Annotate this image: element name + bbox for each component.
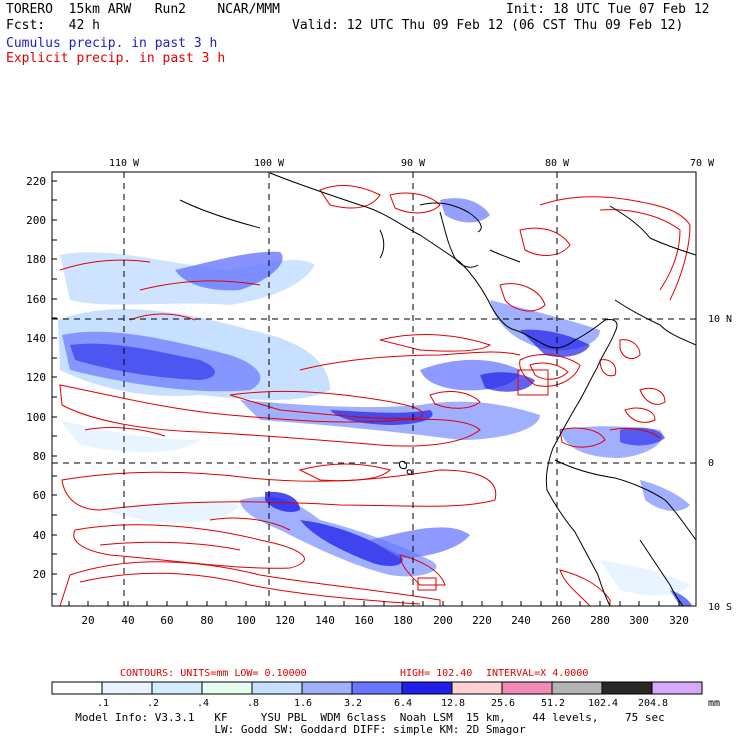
map-frame xyxy=(51,171,697,607)
y-tick-label: 120 xyxy=(26,371,46,384)
colorbar-label: .4 xyxy=(197,698,209,709)
legend-explicit: Explicit precip. in past 3 h xyxy=(6,51,226,66)
contour-interval-label: INTERVAL=X 4.0000 xyxy=(486,668,588,679)
lon-label-70w: 70 W xyxy=(690,158,715,169)
lat-label-10n: 10 N xyxy=(708,314,732,325)
colorbar-swatch xyxy=(301,681,353,695)
x-tick-label: 160 xyxy=(354,614,374,627)
x-tick-label: 240 xyxy=(511,614,531,627)
colorbar-label: .8 xyxy=(247,698,259,709)
x-tick-label: 40 xyxy=(121,614,134,627)
x-tick-label: 140 xyxy=(315,614,335,627)
colorbar-label: 12.8 xyxy=(441,698,465,709)
cumulus-precip-shading xyxy=(58,198,692,606)
colorbar-swatch xyxy=(351,681,403,695)
model-title: TORERO 15km ARW Run2 NCAR/MMM xyxy=(6,2,280,17)
colorbar-label: 51.2 xyxy=(541,698,565,709)
legend-cumulus: Cumulus precip. in past 3 h xyxy=(6,36,218,51)
lon-label-110w: 110 W xyxy=(109,158,140,169)
model-info-line2: LW: Godd SW: Goddard DIFF: simple KM: 2D… xyxy=(214,723,526,736)
colorbar-swatch xyxy=(451,681,503,695)
x-tick-label: 180 xyxy=(393,614,413,627)
lon-label-80w: 80 W xyxy=(545,158,570,169)
y-tick-label: 140 xyxy=(26,332,46,345)
colorbar-swatch xyxy=(501,681,553,695)
x-tick-label: 120 xyxy=(275,614,295,627)
x-tick-label: 20 xyxy=(81,614,94,627)
valid-time: Valid: 12 UTC Thu 09 Feb 12 (06 CST Thu … xyxy=(292,18,684,33)
x-tick-label: 220 xyxy=(472,614,492,627)
colorbar-swatch xyxy=(51,681,103,695)
colorbar-swatch xyxy=(151,681,203,695)
colorbar-label: 3.2 xyxy=(344,698,362,709)
y-tick-label: 20 xyxy=(33,568,46,581)
x-tick-label: 280 xyxy=(590,614,610,627)
contour-units-label: CONTOURS: UNITS=mm LOW= 0.10000 xyxy=(120,668,307,679)
colorbar-swatch xyxy=(401,681,453,695)
colorbar-swatch xyxy=(551,681,603,695)
y-tick-label: 160 xyxy=(26,293,46,306)
lat-label-10s: 10 S xyxy=(708,602,732,613)
colorbar-swatch xyxy=(251,681,303,695)
y-tick-label: 180 xyxy=(26,253,46,266)
x-tick-label: 260 xyxy=(551,614,571,627)
colorbar-label: 102.4 xyxy=(588,698,618,709)
colorbar-swatch xyxy=(601,681,653,695)
x-tick-label: 200 xyxy=(433,614,453,627)
x-tick-label: 60 xyxy=(160,614,173,627)
y-tick-label: 40 xyxy=(33,529,46,542)
colorbar-swatch xyxy=(651,681,703,695)
y-tick-label: 60 xyxy=(33,489,46,502)
y-tick-label: 80 xyxy=(33,450,46,463)
y-tick-label: 220 xyxy=(26,175,46,188)
forecast-hour: Fcst: 42 h xyxy=(6,18,100,33)
contour-high-label: HIGH= 102.40 xyxy=(400,668,472,679)
x-tick-label: 80 xyxy=(200,614,213,627)
lon-label-100w: 100 W xyxy=(254,158,285,169)
coastlines xyxy=(179,172,696,606)
lat-label-0: 0 xyxy=(708,458,714,469)
colorbar xyxy=(51,681,703,695)
colorbar-label: 25.6 xyxy=(491,698,515,709)
y-tick-label: 200 xyxy=(26,214,46,227)
colorbar-label: 6.4 xyxy=(394,698,412,709)
x-tick-label: 300 xyxy=(629,614,649,627)
colorbar-label: 1.6 xyxy=(294,698,312,709)
colorbar-label: .1 xyxy=(97,698,109,709)
colorbar-swatch xyxy=(101,681,153,695)
y-tick-label: 100 xyxy=(26,411,46,424)
lon-label-90w: 90 W xyxy=(401,158,426,169)
model-info-line1: Model Info: V3.3.1 KF YSU PBL WDM 6class… xyxy=(75,711,665,724)
latlon-grid xyxy=(52,172,696,606)
x-tick-label: 320 xyxy=(669,614,689,627)
colorbar-label: 204.8 xyxy=(638,698,668,709)
axis-tick-marks xyxy=(52,180,680,606)
init-time: Init: 18 UTC Tue 07 Feb 12 xyxy=(506,2,710,17)
x-tick-label: 100 xyxy=(236,614,256,627)
colorbar-label: .2 xyxy=(147,698,159,709)
colorbar-swatch xyxy=(201,681,253,695)
colorbar-units: mm xyxy=(708,698,720,709)
explicit-precip-contours xyxy=(59,185,691,606)
